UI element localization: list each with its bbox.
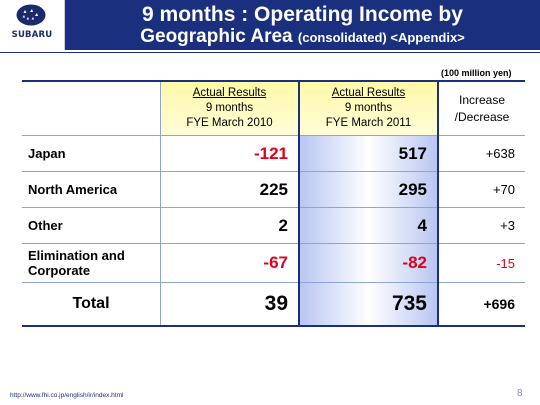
header-increase: Increase /Decrease: [437, 80, 525, 136]
logo-text: SUBARU: [11, 30, 53, 40]
row-label: Total: [22, 282, 161, 327]
value-increase: -15: [437, 243, 525, 283]
header-fy2010-line3: FYE March 2010: [186, 117, 273, 129]
header-increase-line1: Increase: [458, 92, 506, 107]
page-title-line2: Geographic Area (consolidated) <Appendix…: [65, 26, 540, 48]
subaru-logo: SUBARU: [0, 0, 65, 50]
header-fy2011-line3: FYE March 2011: [325, 117, 412, 129]
value-fy2010: 2: [160, 207, 299, 244]
table-row-total: Total 39 735 +696: [22, 282, 525, 327]
table-row-north-america: North America 225 295 +70: [22, 171, 525, 208]
operating-income-table: Actual Results 9 months FYE March 2010 A…: [22, 80, 525, 327]
page-number: 8: [517, 388, 523, 399]
row-label-line2: Corporate: [28, 263, 91, 278]
value-fy2010: 225: [160, 171, 299, 208]
table-header-row: Actual Results 9 months FYE March 2010 A…: [22, 80, 525, 136]
value-increase: +638: [437, 135, 525, 172]
unit-label: (100 million yen): [441, 68, 512, 78]
row-label: Elimination and Corporate: [22, 243, 161, 283]
header-fy2010: Actual Results 9 months FYE March 2010: [160, 80, 299, 136]
header-fy2011: Actual Results 9 months FYE March 2011: [298, 80, 439, 136]
title-main: Geographic Area: [140, 26, 293, 47]
row-label-line1: Elimination and: [28, 248, 125, 263]
row-label: Japan: [22, 135, 161, 172]
value-fy2011: 295: [298, 171, 439, 208]
header-fy2011-line2: 9 months: [344, 102, 393, 114]
value-increase: +696: [437, 282, 525, 327]
header-rule: [0, 52, 540, 53]
header-empty-cell: [22, 80, 161, 136]
slide-header: SUBARU 9 months : Operating Income by Ge…: [0, 0, 540, 50]
page-title-line1: 9 months : Operating Income by: [142, 3, 463, 26]
table-row-elimination: Elimination and Corporate -67 -82 -15: [22, 243, 525, 283]
row-label: Other: [22, 207, 161, 244]
value-fy2011: 735: [298, 282, 439, 327]
title-subtitle: (consolidated) <Appendix>: [297, 30, 465, 45]
value-increase: +70: [437, 171, 525, 208]
header-fy2010-line2: 9 months: [205, 102, 254, 114]
value-fy2010: -121: [160, 135, 299, 172]
header-fy2010-line1: Actual Results: [192, 87, 267, 99]
value-increase: +3: [437, 207, 525, 244]
subaru-star-emblem-icon: [16, 4, 46, 26]
value-fy2011: 4: [298, 207, 439, 244]
footer-url[interactable]: http://www.fhi.co.jp/english/ir/index.ht…: [10, 392, 124, 399]
title-bar: 9 months : Operating Income by Geographi…: [65, 0, 540, 50]
value-fy2010: -67: [160, 243, 299, 283]
value-fy2011: -82: [298, 243, 439, 283]
value-fy2010: 39: [160, 282, 299, 327]
row-label: North America: [22, 171, 161, 208]
header-increase-line2: /Decrease: [454, 109, 510, 124]
value-fy2011: 517: [298, 135, 439, 172]
table-row-other: Other 2 4 +3: [22, 207, 525, 244]
table-row-japan: Japan -121 517 +638: [22, 135, 525, 172]
header-fy2011-line1: Actual Results: [331, 87, 406, 99]
